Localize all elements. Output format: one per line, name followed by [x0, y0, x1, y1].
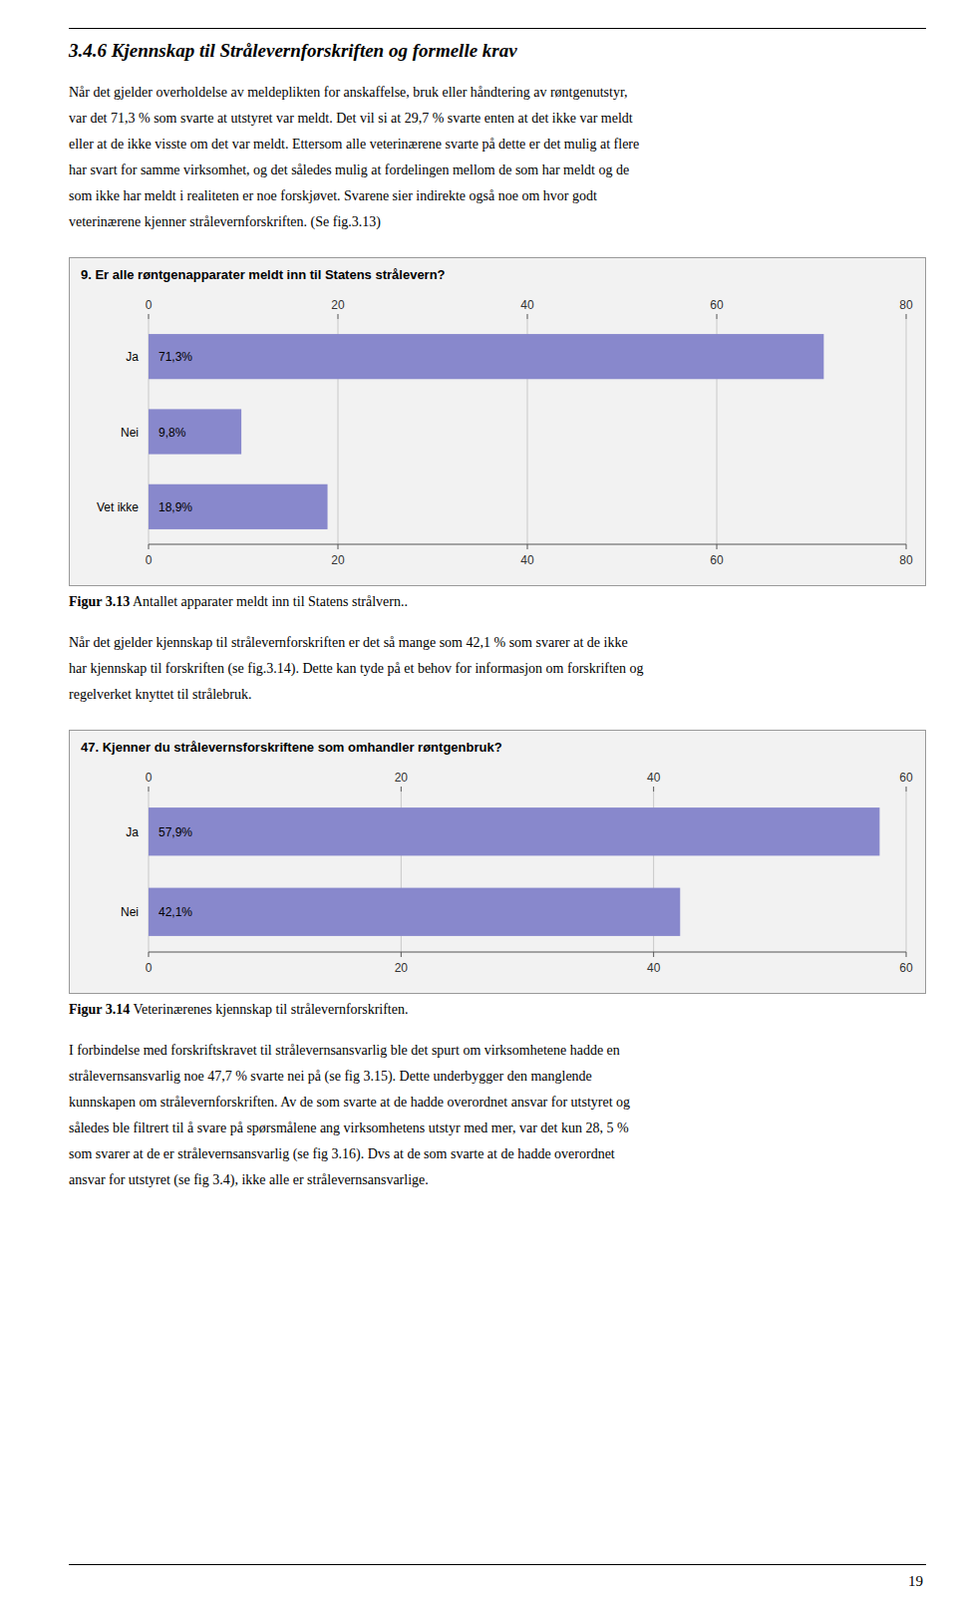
paragraph-line: I forbindelse med forskriftskravet til s… [68, 1037, 927, 1064]
category-label: Nei [120, 905, 139, 920]
tick-mark [906, 314, 908, 319]
paragraph-line: Når det gjelder kjennskap til strålevern… [68, 630, 927, 656]
category-label: Ja [125, 825, 139, 840]
tick-mark [906, 952, 908, 957]
paragraph-line: som svarer at de er strålevernsansvarlig… [68, 1141, 927, 1168]
category-label: Ja [125, 349, 139, 364]
data-label: 57,9% [158, 825, 193, 840]
tick-label: 60 [899, 960, 914, 975]
caption-text: Antallet apparater meldt inn til Statens… [129, 594, 408, 610]
caption-label: Figur 3.13 [68, 594, 130, 610]
paragraph: I forbindelse med forskriftskravet til s… [68, 1037, 927, 1194]
page-number: 19 [908, 1573, 924, 1591]
tick-mark [527, 544, 529, 550]
tick-mark [337, 544, 339, 550]
chart: 9. Er alle røntgenapparater meldt inn ti… [68, 257, 927, 587]
tick-mark [148, 786, 150, 792]
tick-mark [148, 952, 150, 957]
paragraph-line: veterinærene kjenner strålevernforskrift… [68, 209, 927, 236]
tick-mark [906, 544, 908, 550]
chart-svg: 47. Kjenner du strålevernsforskriftene s… [68, 729, 927, 994]
data-label: 18,9% [158, 500, 193, 515]
page-content: 3.4.6 Kjennskap til Strålevernforskrifte… [68, 39, 927, 1194]
paragraph-line: har kjennskap til forskriften (se fig.3.… [68, 655, 927, 682]
caption-label: Figur 3.14 [68, 1001, 130, 1017]
tick-label: 40 [520, 553, 535, 568]
tick-mark [527, 314, 529, 319]
top-rule [68, 27, 927, 29]
tick-mark [716, 544, 718, 550]
bar [148, 888, 680, 937]
bar [148, 408, 242, 454]
data-label: 9,8% [158, 425, 187, 440]
caption-text: Veterinærenes kjennskap til strålevernfo… [129, 1001, 408, 1017]
tick-label: 0 [145, 770, 153, 785]
category-label: Vet ikke [96, 500, 139, 515]
paragraph-line: Når det gjelder overholdelse av meldepli… [68, 79, 927, 106]
tick-label: 80 [899, 298, 914, 313]
tick-mark [148, 314, 150, 319]
tick-label: 40 [520, 298, 535, 313]
tick-mark [652, 786, 654, 792]
bottom-rule [68, 1564, 927, 1566]
tick-label: 20 [330, 553, 345, 568]
bars [148, 807, 880, 937]
paragraph-line: ansvar for utstyret (se fig 3.4), ikke a… [68, 1167, 927, 1194]
tick-mark [716, 314, 718, 319]
tick-label: 20 [394, 770, 409, 785]
tick-mark [400, 952, 402, 957]
chart-svg: 9. Er alle røntgenapparater meldt inn ti… [68, 257, 927, 587]
tick-label: 60 [709, 298, 724, 313]
paragraph: Når det gjelder kjennskap til strålevern… [68, 630, 927, 708]
tick-label: 20 [330, 298, 345, 313]
bars [148, 333, 824, 530]
paragraph-line: som ikke har meldt i realiteten er noe f… [68, 183, 927, 210]
data-label: 42,1% [158, 905, 193, 920]
tick-label: 0 [145, 298, 153, 313]
chart-title: 47. Kjenner du strålevernsforskriftene s… [80, 739, 503, 755]
tick-label: 40 [646, 770, 661, 785]
paragraph-line: var det 71,3 % som svarte at utstyret va… [68, 105, 927, 132]
figure-caption: Figur 3.14 Veterinærenes kjennskap til s… [68, 1001, 927, 1018]
figure-caption: Figur 3.13 Antallet apparater meldt inn … [68, 594, 927, 611]
tick-label: 40 [646, 960, 661, 975]
tick-label: 0 [145, 960, 153, 975]
category-label: Nei [120, 425, 139, 440]
paragraph: Når det gjelder overholdelse av meldepli… [68, 79, 927, 236]
paragraph-line: strålevernsansvarlig noe 47,7 % svarte n… [68, 1063, 927, 1090]
paragraph-line: således ble filtrert til å svare på spør… [68, 1115, 927, 1142]
tick-label: 80 [899, 553, 914, 568]
grid-line [906, 319, 908, 545]
bar [148, 333, 824, 379]
chart-box [69, 258, 927, 587]
bar [148, 484, 328, 530]
chart-box [69, 730, 927, 994]
chart-title: 9. Er alle røntgenapparater meldt inn ti… [80, 267, 446, 283]
paragraph-line: regelverket knyttet til strålebruk. [68, 681, 927, 708]
data-label: 71,3% [158, 349, 193, 364]
tick-mark [400, 786, 402, 792]
tick-label: 0 [145, 553, 153, 568]
bar [148, 807, 880, 856]
tick-label: 20 [394, 960, 409, 975]
tick-mark [652, 952, 654, 957]
tick-label: 60 [709, 553, 724, 568]
grid-line [906, 791, 908, 953]
x-axis-line [148, 544, 907, 546]
heading: 3.4.6 Kjennskap til Strålevernforskrifte… [68, 39, 927, 62]
tick-label: 60 [899, 770, 914, 785]
tick-mark [337, 314, 339, 319]
x-axis-line [148, 952, 907, 954]
tick-mark [148, 544, 150, 550]
chart: 47. Kjenner du strålevernsforskriftene s… [68, 729, 927, 994]
paragraph-line: kunnskapen om strålevernforskriften. Av … [68, 1089, 927, 1116]
paragraph-line: har svart for samme virksomhet, og det s… [68, 157, 927, 184]
paragraph-line: eller at de ikke visste om det var meldt… [68, 131, 927, 158]
page-body: {"heading": "3.4.6 Kjennskap til Str\u00… [0, 0, 957, 1600]
tick-mark [906, 786, 908, 792]
